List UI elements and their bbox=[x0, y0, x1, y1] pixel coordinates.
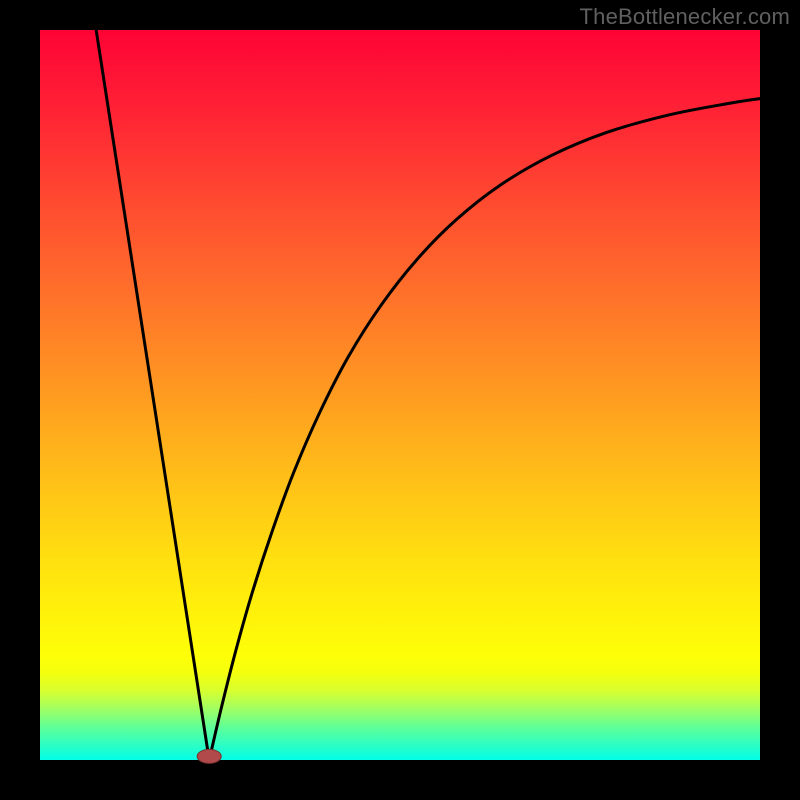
watermark-text: TheBottlenecker.com bbox=[580, 4, 790, 30]
optimal-point-marker bbox=[197, 749, 221, 763]
chart-container: TheBottlenecker.com bbox=[0, 0, 800, 800]
plot-area bbox=[40, 30, 760, 760]
chart-svg bbox=[0, 0, 800, 800]
